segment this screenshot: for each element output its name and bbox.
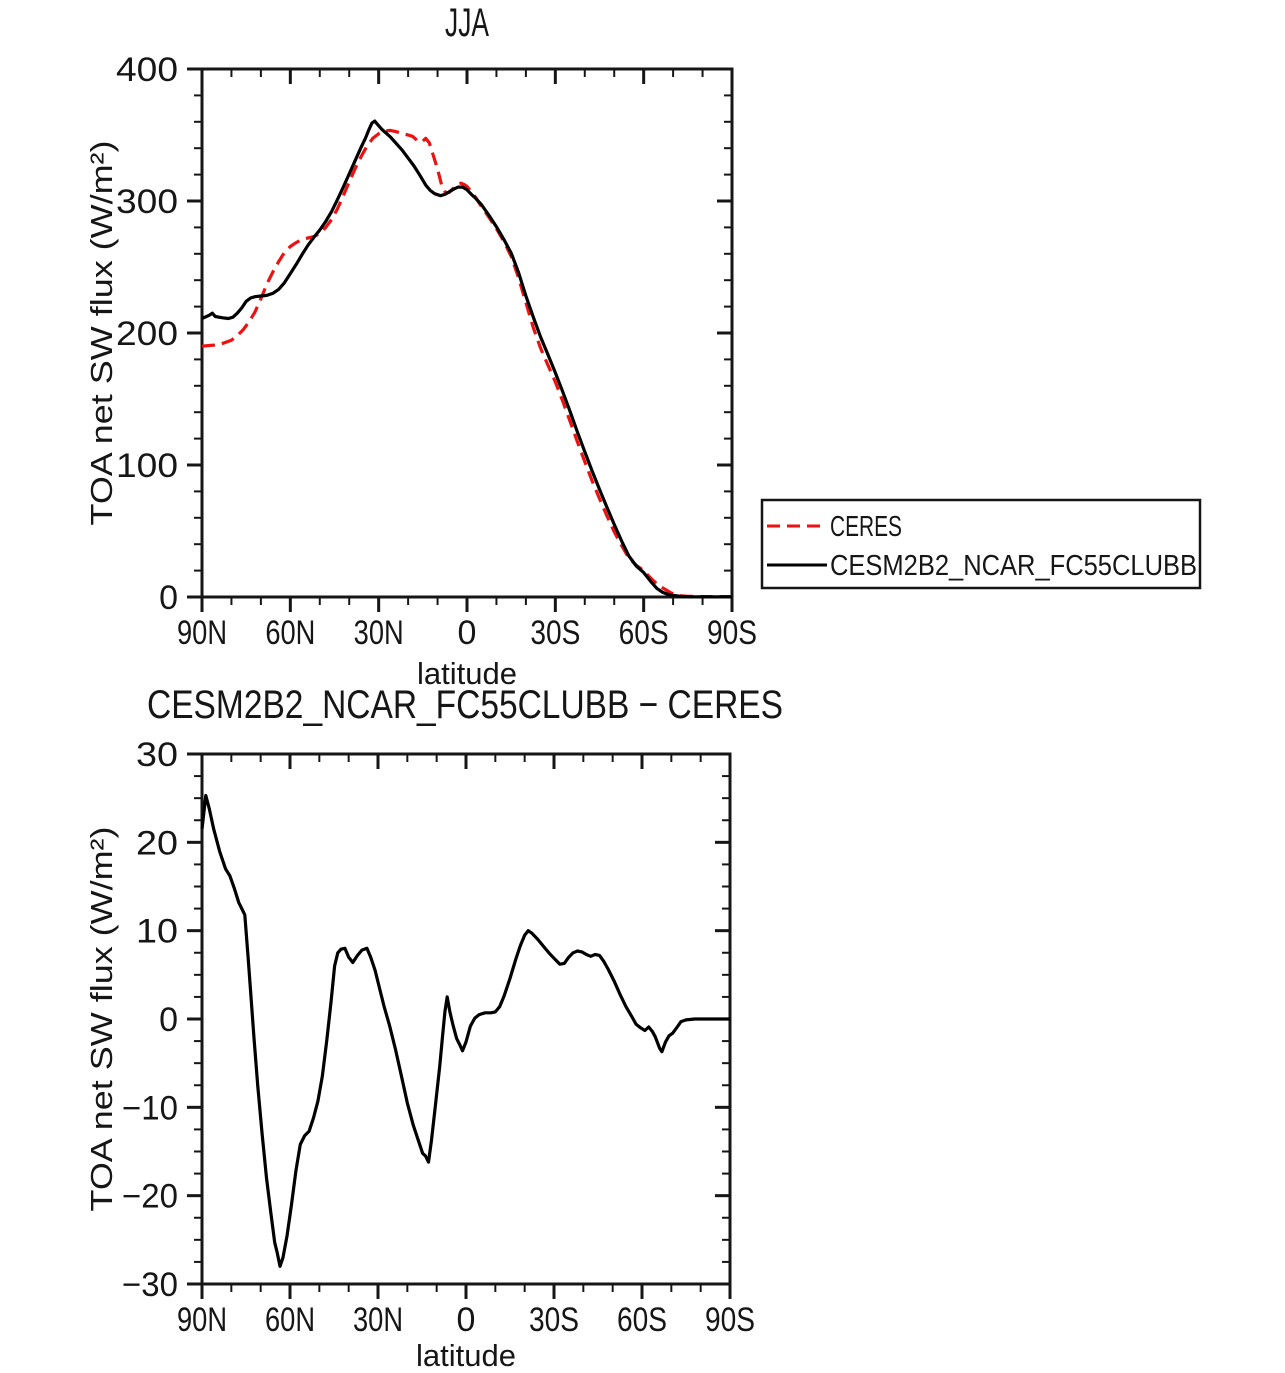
- x-tick-label: 90N: [177, 614, 227, 652]
- plot-frame: [200, 752, 732, 1286]
- y-tick-label: −30: [122, 1266, 178, 1304]
- y-tick-label: 100: [116, 447, 178, 485]
- top-chart-series: [201, 119, 732, 599]
- top-chart-title: JJA: [445, 1, 489, 45]
- bottom-chart-title: CESM2B2_NCAR_FC55CLUBB − CERES: [147, 683, 783, 727]
- cesm2b2-ncar-fc55clubb-ceres-curve: [200, 793, 730, 1268]
- legend-cesm2b2-label: CESM2B2_NCAR_FC55CLUBB: [830, 550, 1197, 582]
- x-tick-label: 30S: [529, 1301, 579, 1339]
- bottom-chart-y-axis-label: TOA net SW flux (W/m²): [84, 827, 119, 1212]
- cesm2b2-ncar-fc55clubb-curve: [201, 119, 732, 599]
- y-tick-label: 400: [116, 51, 178, 89]
- y-tick-label: 300: [116, 183, 178, 221]
- x-tick-label: 0: [457, 1301, 476, 1339]
- y-tick-label: −20: [122, 1178, 178, 1216]
- bottom-chart-series: [200, 793, 730, 1268]
- top-chart-x-axis-label: latitude: [417, 656, 517, 691]
- x-tick-label: 0: [458, 614, 477, 652]
- x-tick-label: 60N: [265, 1301, 315, 1339]
- y-tick-label: −10: [122, 1089, 178, 1127]
- y-tick-label: 20: [136, 824, 178, 862]
- x-tick-label: 30N: [354, 614, 404, 652]
- x-tick-label: 90N: [177, 1301, 227, 1339]
- plot-frame: [200, 67, 734, 599]
- x-tick-label: 90S: [707, 614, 757, 652]
- y-tick-label: 0: [159, 1001, 178, 1039]
- top-chart-y-axis-label: TOA net SW flux (W/m²): [84, 140, 119, 525]
- legend-frame: [760, 498, 1202, 590]
- y-tick-label: 200: [116, 315, 178, 353]
- y-tick-label: 10: [136, 913, 178, 951]
- y-tick-label: 30: [136, 736, 178, 774]
- bottom-chart-x-axis-label: latitude: [416, 1338, 516, 1373]
- x-tick-label: 60S: [619, 614, 669, 652]
- legend-box: CERES CESM2B2_NCAR_FC55CLUBB: [760, 498, 1202, 590]
- x-tick-label: 30N: [353, 1301, 403, 1339]
- x-tick-label: 60N: [265, 614, 315, 652]
- x-tick-label: 30S: [530, 614, 580, 652]
- y-tick-label: 0: [159, 579, 178, 617]
- x-tick-label: 60S: [617, 1301, 667, 1339]
- legend-ceres-label: CERES: [830, 511, 902, 543]
- ceres-curve: [201, 128, 732, 599]
- x-tick-label: 90S: [705, 1301, 755, 1339]
- bottom-chart-axes: 90N 60N 30N 0 30S 60S 90S 30 20 10 0 −10 −20 −30: [122, 736, 755, 1339]
- top-chart-axes: 90N 60N 30N 0 30S 60S 90S 400 300 200 100 0: [116, 51, 757, 652]
